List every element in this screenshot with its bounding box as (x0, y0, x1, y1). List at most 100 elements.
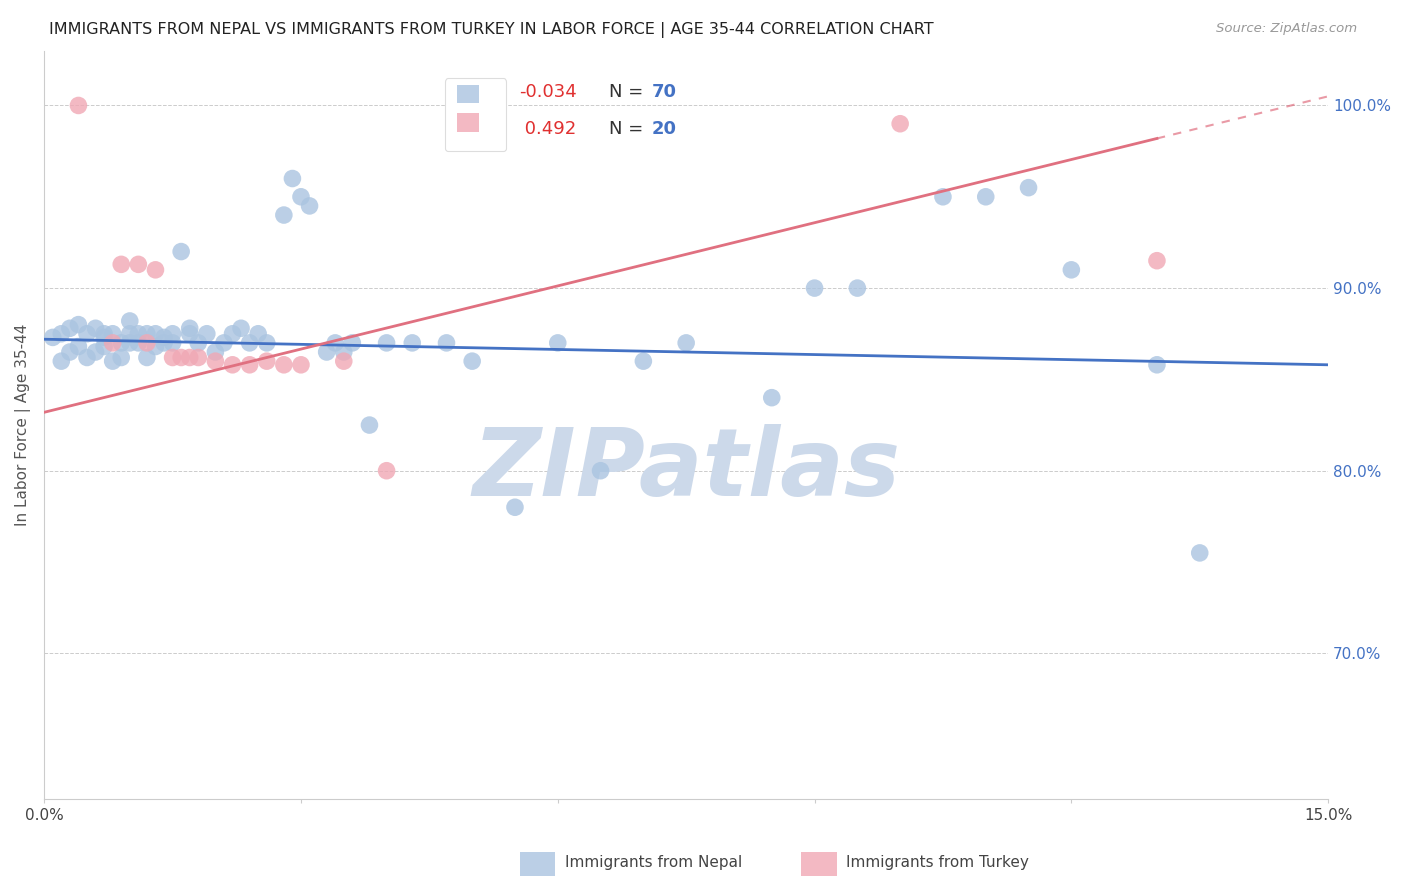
Point (247, 326, 270, 341)
Point (127, 257, 149, 271)
Point (333, 354, 356, 368)
Text: Immigrants from Turkey: Immigrants from Turkey (846, 855, 1029, 870)
Point (101, 326, 124, 341)
Point (281, 171, 304, 186)
Point (256, 354, 278, 368)
Point (110, 335, 132, 350)
Point (375, 464, 398, 478)
Point (101, 335, 124, 350)
Point (359, 418, 381, 433)
Point (342, 335, 364, 350)
Point (204, 354, 226, 368)
Point (401, 335, 423, 350)
Point (179, 321, 201, 335)
Point (76, 326, 98, 341)
Point (1188, 546, 1211, 560)
Point (59, 345, 82, 359)
Point (1146, 253, 1168, 268)
Point (145, 339, 167, 353)
Point (179, 326, 201, 341)
Point (145, 326, 167, 341)
Point (145, 263, 167, 277)
Point (589, 464, 612, 478)
Point (273, 358, 295, 372)
Point (67, 318, 90, 332)
Point (93, 326, 115, 341)
Point (461, 354, 484, 368)
Point (221, 326, 243, 341)
Point (298, 199, 321, 213)
Point (76, 351, 98, 365)
Text: R =: R = (468, 120, 508, 138)
Point (67, 98, 90, 112)
Point (323, 335, 346, 350)
Text: 70: 70 (651, 83, 676, 101)
Text: Source: ZipAtlas.com: Source: ZipAtlas.com (1216, 22, 1357, 36)
Point (110, 257, 132, 271)
Point (761, 391, 783, 405)
Legend: , : , (444, 78, 506, 152)
Point (290, 190, 312, 204)
Text: 0.492: 0.492 (519, 120, 576, 138)
Text: Immigrants from Nepal: Immigrants from Nepal (565, 855, 742, 870)
Point (93, 330, 115, 344)
Point (84, 345, 107, 359)
Point (273, 208, 295, 222)
Text: ZIPatlas: ZIPatlas (472, 424, 900, 516)
Point (162, 335, 184, 350)
Point (315, 345, 337, 359)
Point (633, 354, 655, 368)
Point (290, 358, 312, 372)
FancyBboxPatch shape (801, 852, 837, 876)
Point (135, 335, 157, 350)
Point (51, 326, 73, 341)
Point (375, 335, 398, 350)
Point (162, 351, 184, 365)
Point (135, 351, 157, 365)
Point (239, 358, 262, 372)
Point (221, 358, 243, 372)
Point (503, 500, 526, 515)
Point (118, 314, 141, 328)
Point (195, 326, 218, 341)
Point (547, 335, 569, 350)
Point (127, 335, 149, 350)
Point (59, 321, 82, 335)
Point (1060, 263, 1083, 277)
Point (932, 190, 955, 204)
Point (170, 244, 193, 259)
Point (84, 321, 107, 335)
Point (51, 354, 73, 368)
Text: 20: 20 (651, 120, 676, 138)
Point (675, 335, 697, 350)
Point (974, 190, 997, 204)
Point (1018, 180, 1040, 194)
Point (170, 351, 193, 365)
Point (179, 351, 201, 365)
Point (187, 335, 209, 350)
Point (42, 330, 65, 344)
FancyBboxPatch shape (520, 852, 555, 876)
Point (229, 321, 252, 335)
Point (204, 345, 226, 359)
Y-axis label: In Labor Force | Age 35-44: In Labor Force | Age 35-44 (15, 324, 31, 526)
Point (436, 335, 458, 350)
Point (333, 345, 356, 359)
Point (846, 281, 869, 295)
Point (153, 330, 176, 344)
Point (101, 354, 124, 368)
Point (162, 326, 184, 341)
Point (118, 335, 141, 350)
Point (67, 339, 90, 353)
Point (135, 326, 157, 341)
Point (187, 351, 209, 365)
Point (239, 335, 262, 350)
Point (889, 117, 911, 131)
Point (803, 281, 825, 295)
Point (118, 326, 141, 341)
Point (127, 326, 149, 341)
Point (110, 351, 132, 365)
Text: R =: R = (468, 83, 508, 101)
Point (256, 335, 278, 350)
Text: IMMIGRANTS FROM NEPAL VS IMMIGRANTS FROM TURKEY IN LABOR FORCE | AGE 35-44 CORRE: IMMIGRANTS FROM NEPAL VS IMMIGRANTS FROM… (49, 22, 934, 38)
